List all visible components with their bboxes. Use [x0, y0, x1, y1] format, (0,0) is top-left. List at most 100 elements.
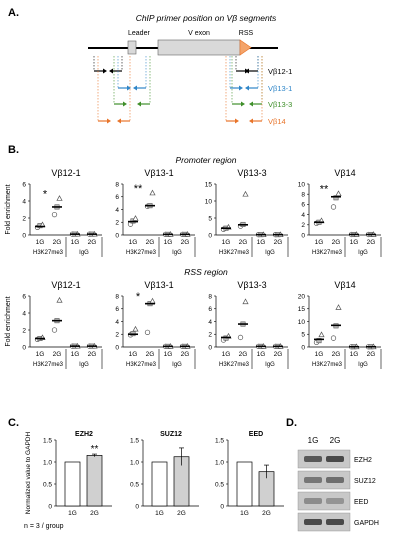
lane-label-1g: 1G: [308, 436, 319, 445]
leader-exon: [127, 40, 137, 55]
blot-band: [326, 456, 344, 462]
blot-band: [304, 477, 322, 483]
data-point: [335, 304, 342, 310]
data-point: [335, 190, 342, 197]
bar: [64, 461, 81, 507]
scatter-chart-rss-7: Vβ14 0 5 10 15 20 1G 2G 1G 2G H3K27me3 IgG: [298, 280, 382, 369]
x-tick-label: 1G: [315, 239, 324, 246]
panel-a-letter: A.: [8, 7, 19, 19]
reverse-primer-arrowhead: [137, 101, 141, 107]
y-tick-label: 8: [115, 181, 119, 188]
x-tick-label: 1G: [129, 351, 138, 358]
data-point: [330, 335, 337, 341]
y-tick-label: 5: [208, 215, 212, 222]
x-tick-label: 1G: [222, 351, 231, 358]
primer-label-vb13-3: Vβ13-3: [268, 100, 292, 109]
group-label: IgG: [265, 250, 275, 256]
y-axis-label: Fold enrichment: [5, 184, 12, 234]
chart-title: Vβ13-1: [144, 168, 173, 178]
y-tick-label: 0: [301, 344, 305, 351]
y-tick-label: 1.5: [215, 437, 224, 444]
reverse-primer-arrowhead: [109, 68, 113, 74]
x-tick-label: 1G: [71, 351, 80, 358]
band-label-ezh2: EZH2: [354, 457, 372, 464]
y-tick-label: 10: [205, 198, 213, 205]
panel-a-title: ChIP primer position on Vβ segments: [136, 13, 277, 23]
chart-title: Vβ14: [334, 168, 355, 178]
y-tick-label: 4: [208, 319, 212, 326]
forward-primer-arrowhead: [235, 118, 239, 124]
x-tick-label: 1G: [315, 351, 324, 358]
x-tick-label: 1G: [257, 239, 266, 246]
data-point: [330, 204, 337, 210]
x-tick-label: 1G: [164, 239, 173, 246]
data-point: [237, 334, 244, 341]
y-tick-label: 10: [298, 181, 306, 188]
y-tick-label: 0: [22, 344, 26, 351]
y-tick-label: 0.5: [130, 481, 139, 488]
panel-c: C. EZH2 0 0.5 1.0 1.5 Normalized value to GAP…: [8, 417, 284, 530]
scatter-chart-rss-6: Vβ13-3 0 2 4 6 8 1G 2G 1G 2G H3K27me3 IgG: [208, 280, 289, 369]
group-label: IgG: [79, 250, 89, 256]
scatter-chart-rss-4: Vβ12-1 0 2 4 6 Fold enrichment 1G 2G 1G 2G H3K27me…: [5, 280, 103, 369]
y-tick-label: 6: [301, 202, 305, 209]
chart-title: Vβ13-3: [237, 280, 266, 290]
band-label-suz12: SUZ12: [354, 478, 376, 485]
scatter-chart-promoter-2: Vβ13-3 0 5 10 15 1G 2G 1G 2G H3K27me3 IgG: [205, 168, 289, 257]
y-tick-label: 15: [298, 306, 306, 313]
x-tick-label: 2G: [239, 351, 248, 358]
chart-title: Vβ14: [334, 280, 355, 290]
x-tick-label: 2G: [332, 351, 341, 358]
group-label: IgG: [172, 362, 182, 368]
group-label: H3K27me3: [126, 250, 157, 256]
data-point: [316, 338, 322, 344]
sample-size-note: n = 3 / group: [24, 523, 64, 530]
y-tick-label: 0: [301, 232, 305, 239]
group-label: H3K27me3: [312, 362, 343, 368]
bar-charts: EZH2 0 0.5 1.0 1.5 Normalized value to GAPDH 1…: [25, 431, 284, 517]
forward-primer-arrowhead: [241, 101, 245, 107]
x-tick-label: 2G: [262, 510, 271, 517]
y-tick-label: 6: [22, 181, 26, 188]
x-tick-label: 2G: [181, 351, 190, 358]
blot-band: [326, 477, 344, 483]
data-point: [51, 211, 58, 218]
primer-label-vb13-1: Vβ13-1: [268, 84, 292, 93]
group-label: IgG: [79, 362, 89, 368]
x-tick-label: 2G: [146, 239, 155, 246]
data-point: [149, 297, 156, 304]
vexon-label: V exon: [188, 30, 210, 37]
data-point: [242, 190, 249, 197]
blot-strip: [297, 512, 351, 532]
reverse-primer-arrowhead: [249, 118, 253, 124]
panel-b: B. Promoter region RSS region Vβ12-1 0 2 4 6…: [5, 144, 382, 369]
significance-marker: **: [134, 183, 143, 195]
x-tick-label: 2G: [146, 351, 155, 358]
forward-primer-arrowhead: [239, 85, 243, 91]
lane-label-2g: 2G: [330, 436, 341, 445]
y-tick-label: 8: [301, 192, 305, 199]
rss-region-title: RSS region: [184, 267, 228, 277]
x-tick-label: 1G: [257, 351, 266, 358]
y-tick-label: 2: [115, 332, 119, 339]
y-tick-label: 1.0: [130, 459, 139, 466]
y-axis-label: Normalized value to GAPDH: [25, 432, 32, 515]
y-tick-label: 0: [22, 232, 26, 239]
chart-title: Vβ12-1: [51, 280, 80, 290]
blot-band: [304, 456, 322, 462]
group-label: H3K27me3: [33, 362, 64, 368]
rss-label: RSS: [239, 30, 254, 37]
reverse-primer-arrowhead: [245, 68, 249, 74]
data-point: [51, 327, 58, 333]
x-tick-label: 2G: [88, 239, 97, 246]
y-tick-label: 1.0: [215, 459, 224, 466]
leader-label: Leader: [128, 30, 150, 37]
group-label: H3K27me3: [219, 362, 250, 368]
group-label: H3K27me3: [33, 250, 64, 256]
y-tick-label: 5: [301, 332, 305, 339]
western-blot: [297, 449, 351, 532]
reverse-primer-arrowhead: [133, 85, 137, 91]
y-tick-label: 4: [115, 207, 119, 214]
primer-label-vb12-1: Vβ12-1: [268, 67, 292, 76]
x-tick-label: 2G: [367, 351, 376, 358]
